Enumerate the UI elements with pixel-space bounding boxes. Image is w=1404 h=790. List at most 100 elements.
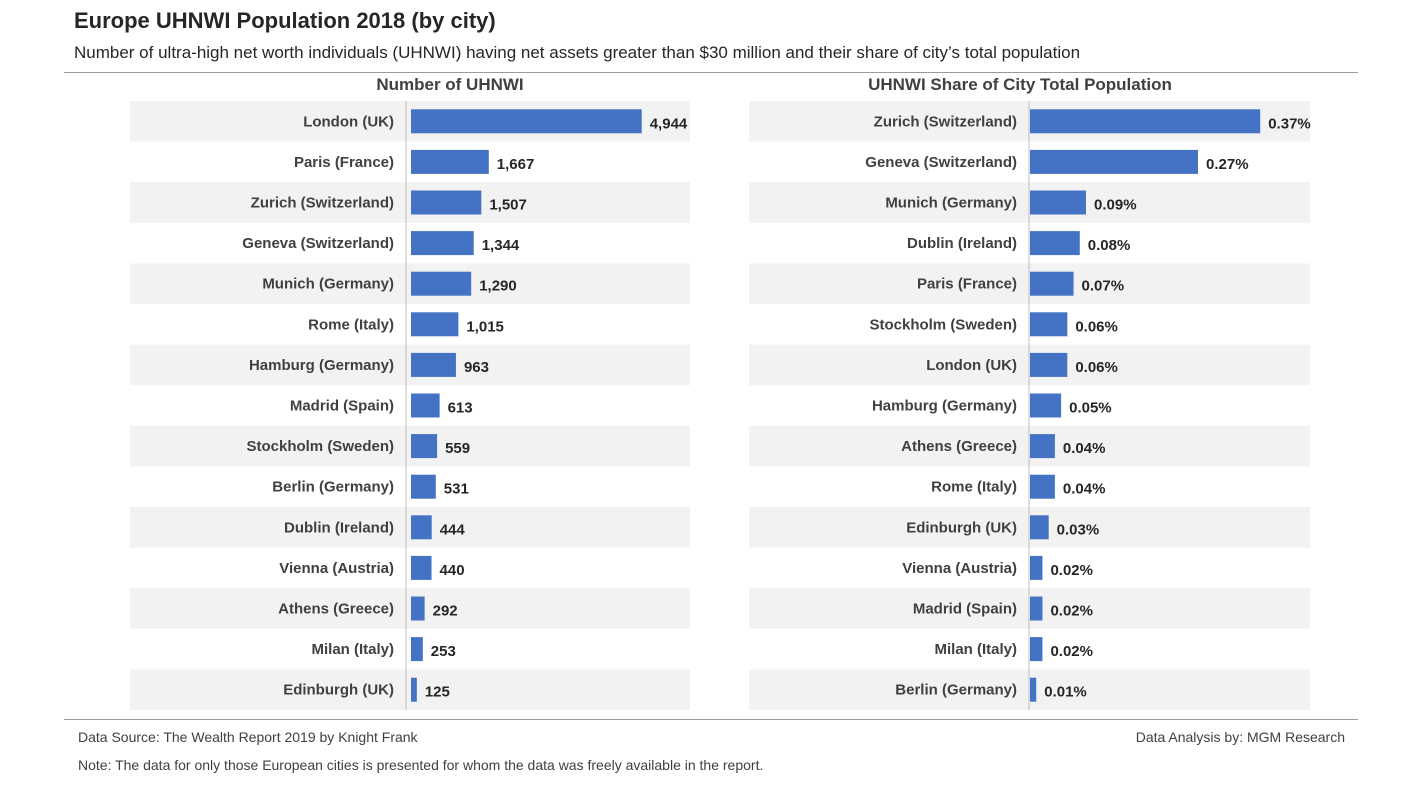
share-value-label: 0.06% <box>1075 359 1118 376</box>
count-bar <box>411 596 425 621</box>
count-value-label: 125 <box>425 684 450 701</box>
count-category-label: Vienna (Austria) <box>279 560 394 577</box>
count-bar <box>411 555 432 580</box>
count-value-label: 559 <box>445 440 470 457</box>
share-bar <box>1030 149 1198 174</box>
chart-title-uhnwi-count: Number of UHNWI <box>376 75 524 94</box>
count-category-label: Paris (France) <box>294 154 394 171</box>
share-category-label: Madrid (Spain) <box>913 601 1017 618</box>
share-category-label: Hamburg (Germany) <box>872 398 1017 415</box>
share-bar <box>1030 393 1062 418</box>
count-category-label: Dublin (Ireland) <box>284 519 394 536</box>
share-bar <box>1030 352 1068 377</box>
count-bar <box>411 231 474 256</box>
footnote: Note: The data for only those European c… <box>78 757 764 773</box>
share-category-label: Paris (France) <box>917 276 1017 293</box>
share-value-label: 0.08% <box>1088 237 1131 254</box>
count-bar <box>411 393 440 418</box>
count-value-label: 1,015 <box>466 318 504 335</box>
count-category-label: London (UK) <box>303 113 394 130</box>
count-value-label: 1,507 <box>489 197 527 214</box>
count-category-label: Geneva (Switzerland) <box>242 235 394 252</box>
count-category-label: Hamburg (Germany) <box>249 357 394 374</box>
share-category-label: Vienna (Austria) <box>902 560 1017 577</box>
share-category-label: Rome (Italy) <box>931 479 1017 496</box>
chart-title-uhnwi-share: UHNWI Share of City Total Population <box>868 75 1172 94</box>
count-bar <box>411 474 436 499</box>
share-value-label: 0.06% <box>1075 318 1118 335</box>
count-category-label: Athens (Greece) <box>278 601 394 618</box>
count-bar <box>411 352 456 377</box>
count-category-label: Milan (Italy) <box>311 641 394 658</box>
share-category-label: Berlin (Germany) <box>895 682 1017 699</box>
data-source: Data Source: The Wealth Report 2019 by K… <box>78 729 418 745</box>
count-row-band <box>130 669 690 710</box>
share-category-label: Stockholm (Sweden) <box>869 316 1017 333</box>
count-row-band <box>130 588 690 629</box>
share-value-label: 0.02% <box>1050 643 1093 660</box>
share-bar <box>1030 515 1049 540</box>
share-bar <box>1030 434 1055 459</box>
count-bar <box>411 190 482 215</box>
page-title: Europe UHNWI Population 2018 (by city) <box>74 8 496 33</box>
share-bar <box>1030 596 1043 621</box>
share-value-label: 0.37% <box>1268 115 1311 132</box>
share-bar <box>1030 190 1086 215</box>
count-value-label: 1,344 <box>482 237 520 254</box>
share-value-label: 0.09% <box>1094 197 1137 214</box>
count-value-label: 440 <box>440 562 465 579</box>
share-bar <box>1030 312 1068 337</box>
count-value-label: 963 <box>464 359 489 376</box>
share-category-label: Edinburgh (UK) <box>906 519 1017 536</box>
count-bar <box>411 109 642 134</box>
share-value-label: 0.05% <box>1069 400 1112 417</box>
share-bar <box>1030 474 1055 499</box>
count-bar <box>411 434 438 459</box>
share-category-label: Milan (Italy) <box>934 641 1017 658</box>
count-category-label: Zurich (Switzerland) <box>251 195 394 212</box>
count-value-label: 253 <box>431 643 456 660</box>
count-category-label: Edinburgh (UK) <box>283 682 394 699</box>
count-value-label: 1,290 <box>479 278 517 295</box>
share-value-label: 0.07% <box>1082 278 1125 295</box>
share-value-label: 0.03% <box>1057 521 1100 538</box>
share-category-label: Athens (Greece) <box>901 438 1017 455</box>
share-category-label: London (UK) <box>926 357 1017 374</box>
count-bar <box>411 637 423 662</box>
count-row-band <box>130 507 690 548</box>
share-category-label: Dublin (Ireland) <box>907 235 1017 252</box>
count-bar <box>411 271 472 296</box>
share-value-label: 0.01% <box>1044 684 1087 701</box>
data-analysis-credit: Data Analysis by: MGM Research <box>1135 729 1345 745</box>
share-category-label: Zurich (Switzerland) <box>874 113 1017 130</box>
share-value-label: 0.04% <box>1063 440 1106 457</box>
count-bar <box>411 515 432 540</box>
share-category-label: Geneva (Switzerland) <box>865 154 1017 171</box>
count-value-label: 4,944 <box>650 115 688 132</box>
count-category-label: Munich (Germany) <box>262 276 394 293</box>
count-row-band <box>130 344 690 386</box>
top-divider <box>64 72 1358 73</box>
share-bar <box>1030 637 1043 662</box>
count-bar <box>411 677 417 702</box>
count-value-label: 613 <box>448 400 473 417</box>
share-bar <box>1030 555 1043 580</box>
share-bar <box>1030 271 1074 296</box>
count-category-label: Madrid (Spain) <box>290 398 394 415</box>
bottom-divider <box>64 719 1358 720</box>
count-value-label: 292 <box>433 603 458 620</box>
count-category-label: Rome (Italy) <box>308 316 394 333</box>
page-subtitle: Number of ultra-high net worth individua… <box>74 43 1081 62</box>
share-category-label: Munich (Germany) <box>885 195 1017 212</box>
count-row-band <box>130 263 690 304</box>
share-value-label: 0.02% <box>1050 603 1093 620</box>
share-bar <box>1030 231 1080 256</box>
share-value-label: 0.04% <box>1063 481 1106 498</box>
count-category-label: Berlin (Germany) <box>272 479 394 496</box>
count-row-band <box>130 182 690 223</box>
share-value-label: 0.27% <box>1206 156 1249 173</box>
share-bar <box>1030 677 1037 702</box>
count-category-label: Stockholm (Sweden) <box>246 438 394 455</box>
count-bar <box>411 149 489 174</box>
